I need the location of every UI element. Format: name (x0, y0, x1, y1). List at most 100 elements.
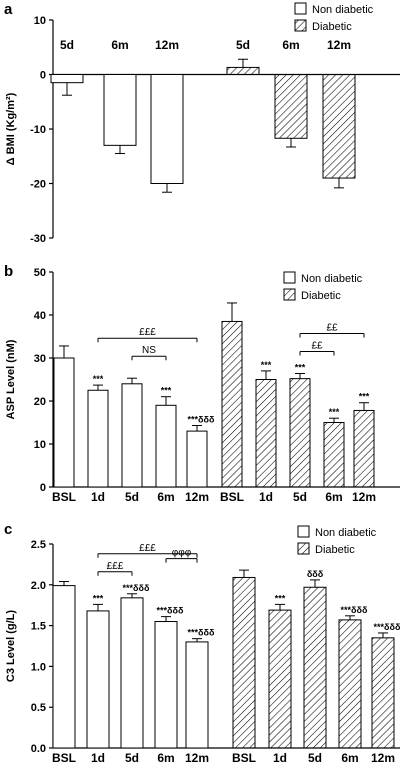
panel-a-legend-swatch-non-diabetic (294, 2, 307, 15)
panel-c-significance-label: ***δδδ (188, 628, 215, 638)
panel-b-bracket-label: ££ (326, 322, 338, 333)
panel-a-category-label: 5d (60, 38, 74, 52)
panel-c-y-tick-label: 0.5 (31, 702, 46, 714)
panel-c-y-tick-label: 0.0 (31, 743, 46, 755)
panel-c-x-tick-label: BSL (232, 751, 256, 765)
panel-c-legend-label: Diabetic (315, 544, 355, 556)
panel-c-bar-hatched-12m (371, 637, 395, 749)
panel-b-y-tick-label: 0 (40, 482, 46, 494)
panel-c-y-tick-label: 1.0 (31, 661, 46, 673)
panel-c-label: c (4, 521, 12, 538)
panel-c-bracket-label: £££ (139, 543, 156, 554)
panel-c-legend-swatch-non-diabetic (297, 525, 310, 538)
panel-b-legend-swatch-diabetic (283, 288, 296, 301)
panel-b-significance-label: ***δδδ (188, 415, 215, 425)
panel-a-y-tick-label: -30 (30, 233, 46, 245)
panel-b-label: b (4, 263, 13, 280)
panel-b-significance-label: *** (261, 360, 272, 370)
panel-a-bar-hatched-6m (274, 74, 308, 139)
panel-a-bar-open-5d (50, 74, 84, 84)
panel-b-significance-label: *** (359, 392, 370, 402)
panel-a-legend-label: Diabetic (312, 21, 352, 33)
panel-b-bar-open-5d (121, 383, 143, 488)
panel-a-category-label: 12m (155, 38, 179, 52)
panel-c-significance-label: δδδ (307, 569, 324, 579)
panel-a-category-label: 5d (236, 38, 250, 52)
panel-b-y-axis-title: ASP Level (nM) (5, 339, 17, 419)
panel-c-legend-swatch-diabetic (297, 542, 310, 555)
panel-b-y-tick-label: 10 (34, 439, 46, 451)
panel-b-bar-hatched-1d (255, 379, 277, 488)
panel-c-bar-hatched-6m (338, 619, 362, 749)
panel-a-y-tick-label: 0 (40, 70, 46, 82)
panel-a-category-label: 6m (282, 38, 299, 52)
panel-a-y-tick-label: -20 (30, 179, 46, 191)
panel-c-x-tick-label: 6m (157, 751, 174, 765)
panel-b-legend-label: Non diabetic (301, 273, 363, 285)
panel-b-bar-open-6m (155, 404, 177, 488)
panel-c-x-tick-label: 12m (371, 751, 395, 765)
panel-b-bar-hatched-12m (353, 409, 375, 488)
panel-c-bracket-label: £££ (107, 561, 124, 572)
panel-c-significance-label: ***δδδ (374, 622, 401, 632)
panel-b-y-tick-label: 30 (34, 353, 46, 365)
panel-a-legend-label: Non diabetic (312, 4, 374, 16)
panel-c-x-tick-label: BSL (52, 751, 76, 765)
panel-a-bar-hatched-12m (322, 74, 356, 179)
panel-c-x-tick-label: 5d (308, 751, 322, 765)
panel-a-y-tick-label: -10 (30, 124, 46, 136)
panel-b-significance-label: *** (295, 362, 306, 372)
panel-c-x-tick-label: 5d (125, 751, 139, 765)
panel-a-bar-open-6m (103, 74, 137, 146)
panel-a-label: a (4, 1, 13, 18)
panel-c-bar-open-12m (185, 641, 209, 749)
panel-c-significance-label: *** (93, 593, 104, 603)
panel-b-x-tick-label: 6m (157, 490, 174, 504)
panel-a-category-label: 12m (327, 38, 351, 52)
panel-c-y-tick-label: 1.5 (31, 621, 46, 633)
panel-b-legend-label: Diabetic (301, 290, 341, 302)
panel-c-bar-open-BSL (52, 585, 76, 749)
panel-c-bar-hatched-BSL (232, 576, 256, 749)
panel-b-x-tick-label: 1d (91, 490, 105, 504)
panel-b-bracket-label: ££ (311, 340, 323, 351)
panel-c-significance-label: ***δδδ (341, 605, 368, 615)
panel-b-y-tick-label: 50 (34, 267, 46, 279)
panel-c-legend-label: Non diabetic (315, 527, 377, 539)
panel-b-x-tick-label: 5d (293, 490, 307, 504)
panel-a-bar-open-12m (150, 74, 184, 184)
panel-c-bracket-label: φφφ (172, 548, 192, 559)
panel-b-x-tick-label: 12m (185, 490, 209, 504)
panel-b-x-tick-label: 5d (125, 490, 139, 504)
panel-a-category-label: 6m (111, 38, 128, 52)
panel-b-x-tick-label: 12m (352, 490, 376, 504)
panel-c-significance-label: ***δδδ (157, 606, 184, 616)
panel-c-x-tick-label: 12m (185, 751, 209, 765)
panel-b-bar-hatched-6m (323, 422, 345, 488)
panel-b-bar-open-12m (186, 430, 208, 488)
panel-a-bar-hatched-5d (226, 66, 260, 76)
panel-c-significance-label: *** (275, 593, 286, 603)
panel-c-bar-hatched-5d (303, 586, 327, 749)
panel-c-x-tick-label: 1d (91, 751, 105, 765)
panel-c-y-tick-label: 2.0 (31, 580, 46, 592)
panel-b-bar-hatched-BSL (221, 320, 243, 488)
panel-b-x-tick-label: BSL (220, 490, 244, 504)
panel-c-bar-open-1d (86, 610, 110, 749)
panel-b-y-tick-label: 20 (34, 396, 46, 408)
panel-b-bar-open-1d (87, 389, 109, 488)
panel-c-x-tick-label: 6m (341, 751, 358, 765)
panel-b-significance-label: *** (93, 374, 104, 384)
panel-b-legend-swatch-non-diabetic (283, 271, 296, 284)
panel-c-bar-hatched-1d (268, 609, 292, 749)
panel-b-y-tick-label: 40 (34, 310, 46, 322)
panel-b-x-tick-label: 1d (259, 490, 273, 504)
panel-a-legend-swatch-diabetic (294, 19, 307, 32)
panel-a-y-tick-label: 10 (34, 15, 46, 27)
panel-c-bar-open-6m (154, 621, 178, 749)
panel-c-x-tick-label: 1d (273, 751, 287, 765)
panel-b-bar-hatched-5d (289, 378, 311, 488)
panel-c-y-tick-label: 2.5 (31, 539, 46, 551)
panel-b-bar-open-BSL (53, 357, 75, 488)
